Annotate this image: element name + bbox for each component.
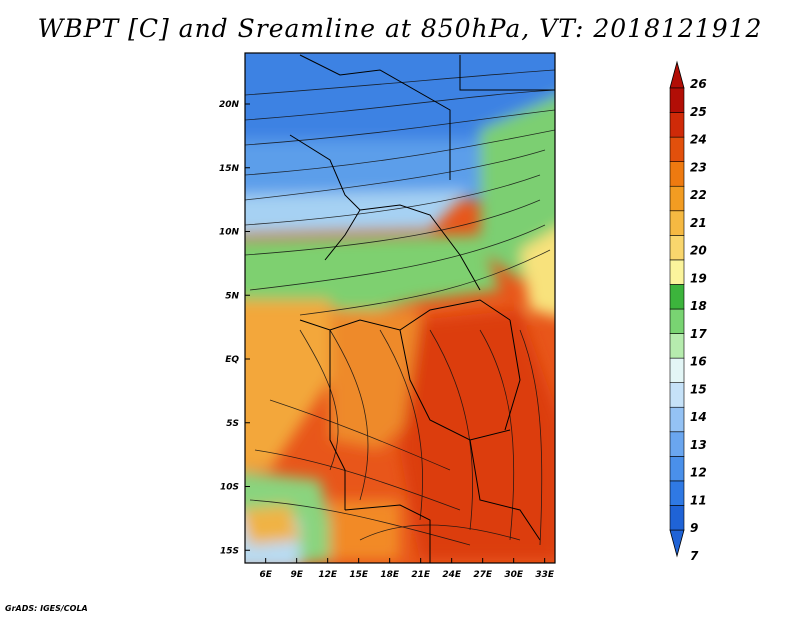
colorbar-segment xyxy=(669,357,685,383)
y-tick-label: 10S xyxy=(220,483,239,493)
x-tick-label: 15E xyxy=(349,570,369,580)
colorbar-label: 22 xyxy=(690,188,707,202)
colorbar-segment xyxy=(669,259,685,285)
colorbar-segment xyxy=(669,382,685,408)
colorbar-label: 16 xyxy=(690,355,707,369)
colorbar-segment xyxy=(669,185,685,212)
colorbar-segment xyxy=(669,136,685,162)
colorbar-top-arrow xyxy=(669,60,685,89)
colorbar-segment xyxy=(669,505,685,531)
country-borders xyxy=(289,54,555,563)
x-tick-label: 21E xyxy=(411,570,431,580)
colorbar-segment xyxy=(669,235,685,261)
colorbar-segment xyxy=(669,431,685,457)
y-tick-label: 20N xyxy=(219,100,240,110)
colorbar-segment xyxy=(669,456,685,482)
x-tick-label: 12E xyxy=(318,570,338,580)
colorbar-segment xyxy=(669,161,685,187)
colorbar-label: 18 xyxy=(690,299,707,313)
y-tick-label: 10N xyxy=(219,228,240,238)
x-tick-label: 30E xyxy=(504,570,524,580)
y-tick-label: 15N xyxy=(219,164,240,174)
colorbar-label: 11 xyxy=(690,493,707,507)
colorbar-label: 7 xyxy=(690,549,699,563)
colorbar-segment xyxy=(669,284,685,310)
y-tick-label: 5N xyxy=(225,291,239,301)
colorbar-label: 12 xyxy=(690,466,707,480)
colorbar-label: 24 xyxy=(690,133,707,147)
colorbar-segment xyxy=(669,112,685,138)
streamlines xyxy=(245,69,555,546)
x-tick-label: 9E xyxy=(290,570,303,580)
colorbar-label: 25 xyxy=(690,105,707,119)
x-tick-label: 33E xyxy=(535,570,555,580)
colorbar: 7 9 11 12 13 14 15 16 17 18 19 20 21 22 23 24 25 26 xyxy=(669,60,707,563)
colorbar-label: 26 xyxy=(690,77,707,91)
x-tick-label: 27E xyxy=(473,570,493,580)
colorbar-label: 14 xyxy=(690,410,707,424)
x-tick-label: 6E xyxy=(259,570,272,580)
colorbar-label: 17 xyxy=(690,327,707,341)
colorbar-segment xyxy=(669,87,685,113)
y-tick-label: 5S xyxy=(226,419,239,429)
colorbar-label: 20 xyxy=(690,244,707,258)
colorbar-segment xyxy=(669,333,685,359)
y-tick-label: 15S xyxy=(220,546,239,556)
colorbar-segment xyxy=(669,480,685,506)
grads-credit: GrADS: IGES/COLA xyxy=(5,604,88,613)
y-tick-label: EQ xyxy=(225,355,239,365)
colorbar-bottom-arrow xyxy=(669,529,685,558)
map-frame xyxy=(244,52,556,564)
colorbar-segment xyxy=(669,406,685,433)
colorbar-segment xyxy=(669,210,685,236)
colorbar-label: 21 xyxy=(690,216,707,230)
map-axes: 6E 9E 12E 15E 18E 21E 24E 27E 30E 33E 20N 15N 10N 5N E… xyxy=(219,100,555,580)
colorbar-segment xyxy=(669,308,685,334)
x-tick-label: 18E xyxy=(380,570,400,580)
colorbar-label: 13 xyxy=(690,438,707,452)
colorbar-label: 23 xyxy=(690,160,707,174)
colorbar-label: 9 xyxy=(690,521,698,535)
colorbar-label: 19 xyxy=(690,271,707,285)
map-title: WBPT [C] and Sreamline at 850hPa, VT: 20… xyxy=(37,14,763,43)
wbpt-field xyxy=(245,53,555,563)
colorbar-label: 15 xyxy=(690,382,707,396)
x-tick-label: 24E xyxy=(442,570,462,580)
